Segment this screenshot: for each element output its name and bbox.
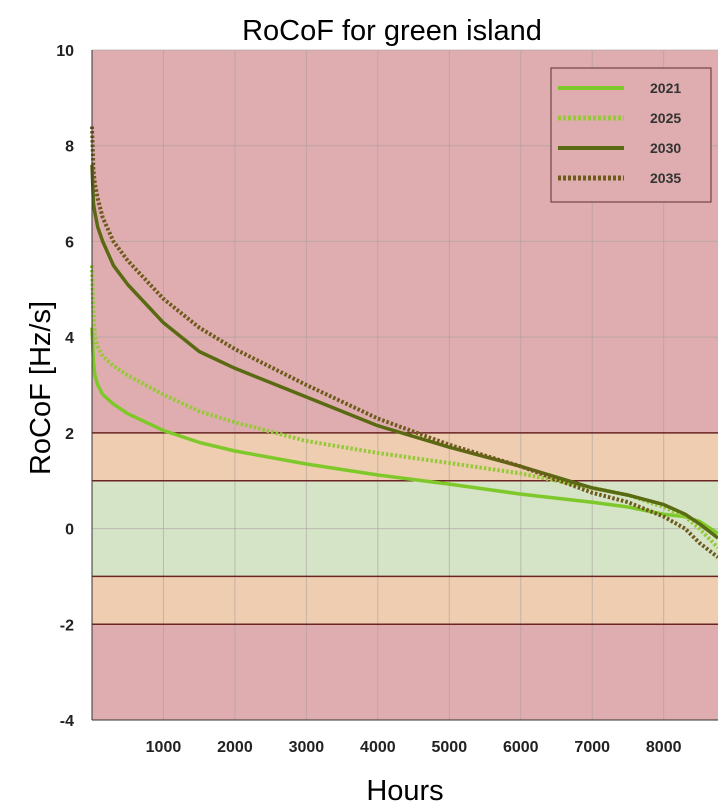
series-line-2030 (90, 164, 718, 540)
legend: 2021 2025 2030 2035 (550, 67, 712, 203)
x-tick-label: 7000 (574, 739, 610, 756)
axes (91, 50, 718, 721)
y-tick-label: 8 (65, 139, 74, 156)
x-tick-label: 3000 (289, 739, 325, 756)
legend-box (550, 67, 712, 203)
legend-label-2035: 2035 (650, 170, 681, 186)
series-line-2021 (90, 327, 718, 535)
y-tick-label: 6 (65, 234, 74, 251)
x-tick-label: 6000 (503, 739, 539, 756)
band-4 (92, 624, 718, 720)
series-line-2035 (90, 126, 718, 559)
y-axis-label: RoCoF [Hz/s] (25, 301, 57, 475)
y-tick-label: 4 (65, 330, 74, 347)
x-tick-label: 1000 (146, 739, 182, 756)
legend-label-2025: 2025 (650, 110, 681, 126)
x-tick-label: 8000 (646, 739, 682, 756)
x-tick-labels: 1000 2000 3000 4000 5000 6000 7000 8000 (146, 739, 682, 756)
y-tick-label: 10 (56, 43, 74, 60)
x-tick-label: 2000 (217, 739, 253, 756)
y-tick-label: 2 (65, 426, 74, 443)
y-tick-label: -2 (60, 617, 74, 634)
legend-label-2021: 2021 (650, 80, 681, 96)
x-axis-label: Hours (366, 775, 443, 807)
y-tick-label: -4 (60, 713, 74, 730)
series-lines (90, 126, 718, 559)
legend-label-2030: 2030 (650, 140, 681, 156)
chart-title: RoCoF for green island (242, 15, 542, 47)
y-tick-label: 0 (65, 522, 74, 539)
x-tick-label: 4000 (360, 739, 396, 756)
band-3 (92, 576, 718, 625)
x-tick-label: 5000 (432, 739, 468, 756)
y-tick-labels: 10 8 6 4 2 0 -2 -4 (56, 43, 74, 730)
